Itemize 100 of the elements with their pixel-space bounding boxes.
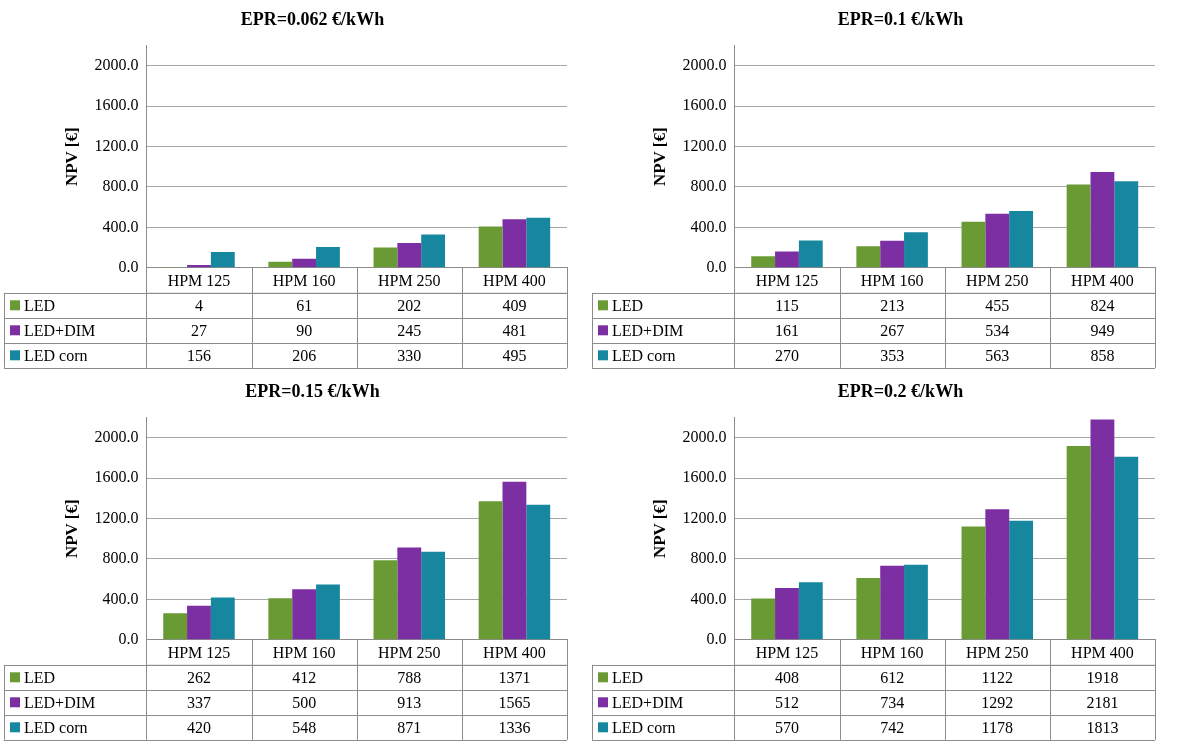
bar [316, 584, 340, 640]
data-label: 734 [880, 693, 905, 711]
legend-label: LED+DIM [612, 321, 684, 339]
bar [502, 219, 527, 268]
bar [526, 217, 551, 268]
data-label: 1918 [1086, 668, 1119, 686]
data-label: 61 [296, 296, 313, 314]
x-tick-label: HPM 160 [860, 643, 924, 661]
y-tick-label: 1600.0 [682, 96, 727, 114]
bar [292, 589, 317, 640]
y-tick-label: 1600.0 [94, 468, 139, 486]
bar [1114, 181, 1139, 268]
data-label: 161 [774, 321, 799, 339]
x-tick-label: HPM 125 [167, 643, 231, 661]
data-label: 27 [190, 321, 207, 339]
y-tick-label: 0.0 [706, 630, 727, 647]
x-tick-label: HPM 400 [483, 271, 546, 289]
y-tick-label: 800.0 [690, 549, 727, 567]
y-tick-label: 800.0 [102, 177, 139, 195]
bar [526, 504, 551, 640]
y-tick-label: 2000.0 [682, 428, 727, 445]
x-tick-label: HPM 160 [272, 643, 336, 661]
bar [397, 243, 422, 268]
bar [478, 501, 503, 640]
bar [292, 258, 317, 268]
bar [775, 588, 799, 640]
bar [985, 509, 1010, 640]
data-label: 115 [775, 296, 799, 314]
y-tick-label: 400.0 [690, 589, 727, 607]
x-tick-label: HPM 125 [167, 271, 231, 289]
data-label: 156 [186, 346, 211, 364]
legend-label: LED+DIM [24, 693, 96, 711]
bar [985, 213, 1010, 268]
bar [1090, 419, 1115, 640]
x-tick-label: HPM 250 [965, 271, 1029, 289]
data-label: 412 [292, 668, 317, 686]
x-tick-label: HPM 250 [377, 643, 441, 661]
data-label: 213 [880, 296, 905, 314]
data-label: 949 [1090, 321, 1115, 339]
data-label: 858 [1090, 346, 1115, 364]
y-tick-label: 400.0 [102, 589, 139, 607]
data-label: 1336 [498, 718, 531, 736]
y-tick-label: 800.0 [690, 177, 727, 195]
data-label: 353 [880, 346, 905, 364]
data-label: 548 [292, 718, 317, 736]
bar [798, 582, 823, 640]
bar [163, 613, 188, 640]
data-label: 742 [880, 718, 905, 736]
data-label: 90 [296, 321, 313, 339]
data-label: 409 [502, 296, 527, 314]
legend-label: LED [612, 296, 644, 314]
data-label: 1371 [498, 668, 531, 686]
bar [187, 265, 211, 268]
data-label: 1178 [981, 718, 1013, 736]
y-axis-title: NPV [€] [649, 127, 669, 187]
bar [373, 560, 398, 640]
data-label: 455 [985, 296, 1010, 314]
bar [961, 526, 986, 640]
chart-title: EPR=0.1 €/kWh [837, 9, 964, 30]
x-tick-label: HPM 125 [755, 643, 819, 661]
bar [210, 252, 235, 268]
data-label: 871 [397, 718, 422, 736]
bar [1066, 184, 1091, 268]
data-label: 788 [397, 668, 422, 686]
legend-label: LED [612, 668, 644, 686]
data-label: 1292 [981, 693, 1014, 711]
x-tick-label: HPM 250 [965, 643, 1029, 661]
data-label: 534 [985, 321, 1010, 339]
data-label: 330 [397, 346, 422, 364]
data-label: 481 [502, 321, 527, 339]
data-label: 337 [186, 693, 211, 711]
bar [961, 221, 986, 268]
y-tick-label: 0.0 [706, 258, 727, 275]
y-tick-label: 0.0 [118, 630, 139, 647]
data-label: 495 [502, 346, 527, 364]
legend-label: LED corn [612, 346, 676, 364]
chart-title: EPR=0.062 €/kWh [240, 9, 385, 30]
x-tick-label: HPM 160 [272, 271, 336, 289]
bar [502, 481, 527, 640]
y-axis-title: NPV [€] [61, 499, 81, 559]
legend-label: LED [24, 296, 56, 314]
data-label: 500 [292, 693, 317, 711]
data-label: 563 [985, 346, 1010, 364]
legend-label: LED corn [612, 718, 676, 736]
y-tick-label: 800.0 [102, 549, 139, 567]
bar [904, 232, 928, 268]
data-label: 4 [194, 296, 203, 314]
data-label: 913 [397, 693, 422, 711]
data-label: 1122 [981, 668, 1013, 686]
y-tick-label: 0.0 [118, 258, 139, 275]
bar [775, 251, 799, 268]
legend-label: LED [24, 668, 56, 686]
bar [1066, 446, 1091, 640]
data-label: 420 [186, 718, 211, 736]
bar [268, 598, 293, 640]
chart-title: EPR=0.15 €/kWh [245, 381, 380, 402]
data-label: 206 [292, 346, 317, 364]
bar [1090, 171, 1115, 268]
bar [421, 234, 446, 268]
bar [316, 246, 340, 268]
